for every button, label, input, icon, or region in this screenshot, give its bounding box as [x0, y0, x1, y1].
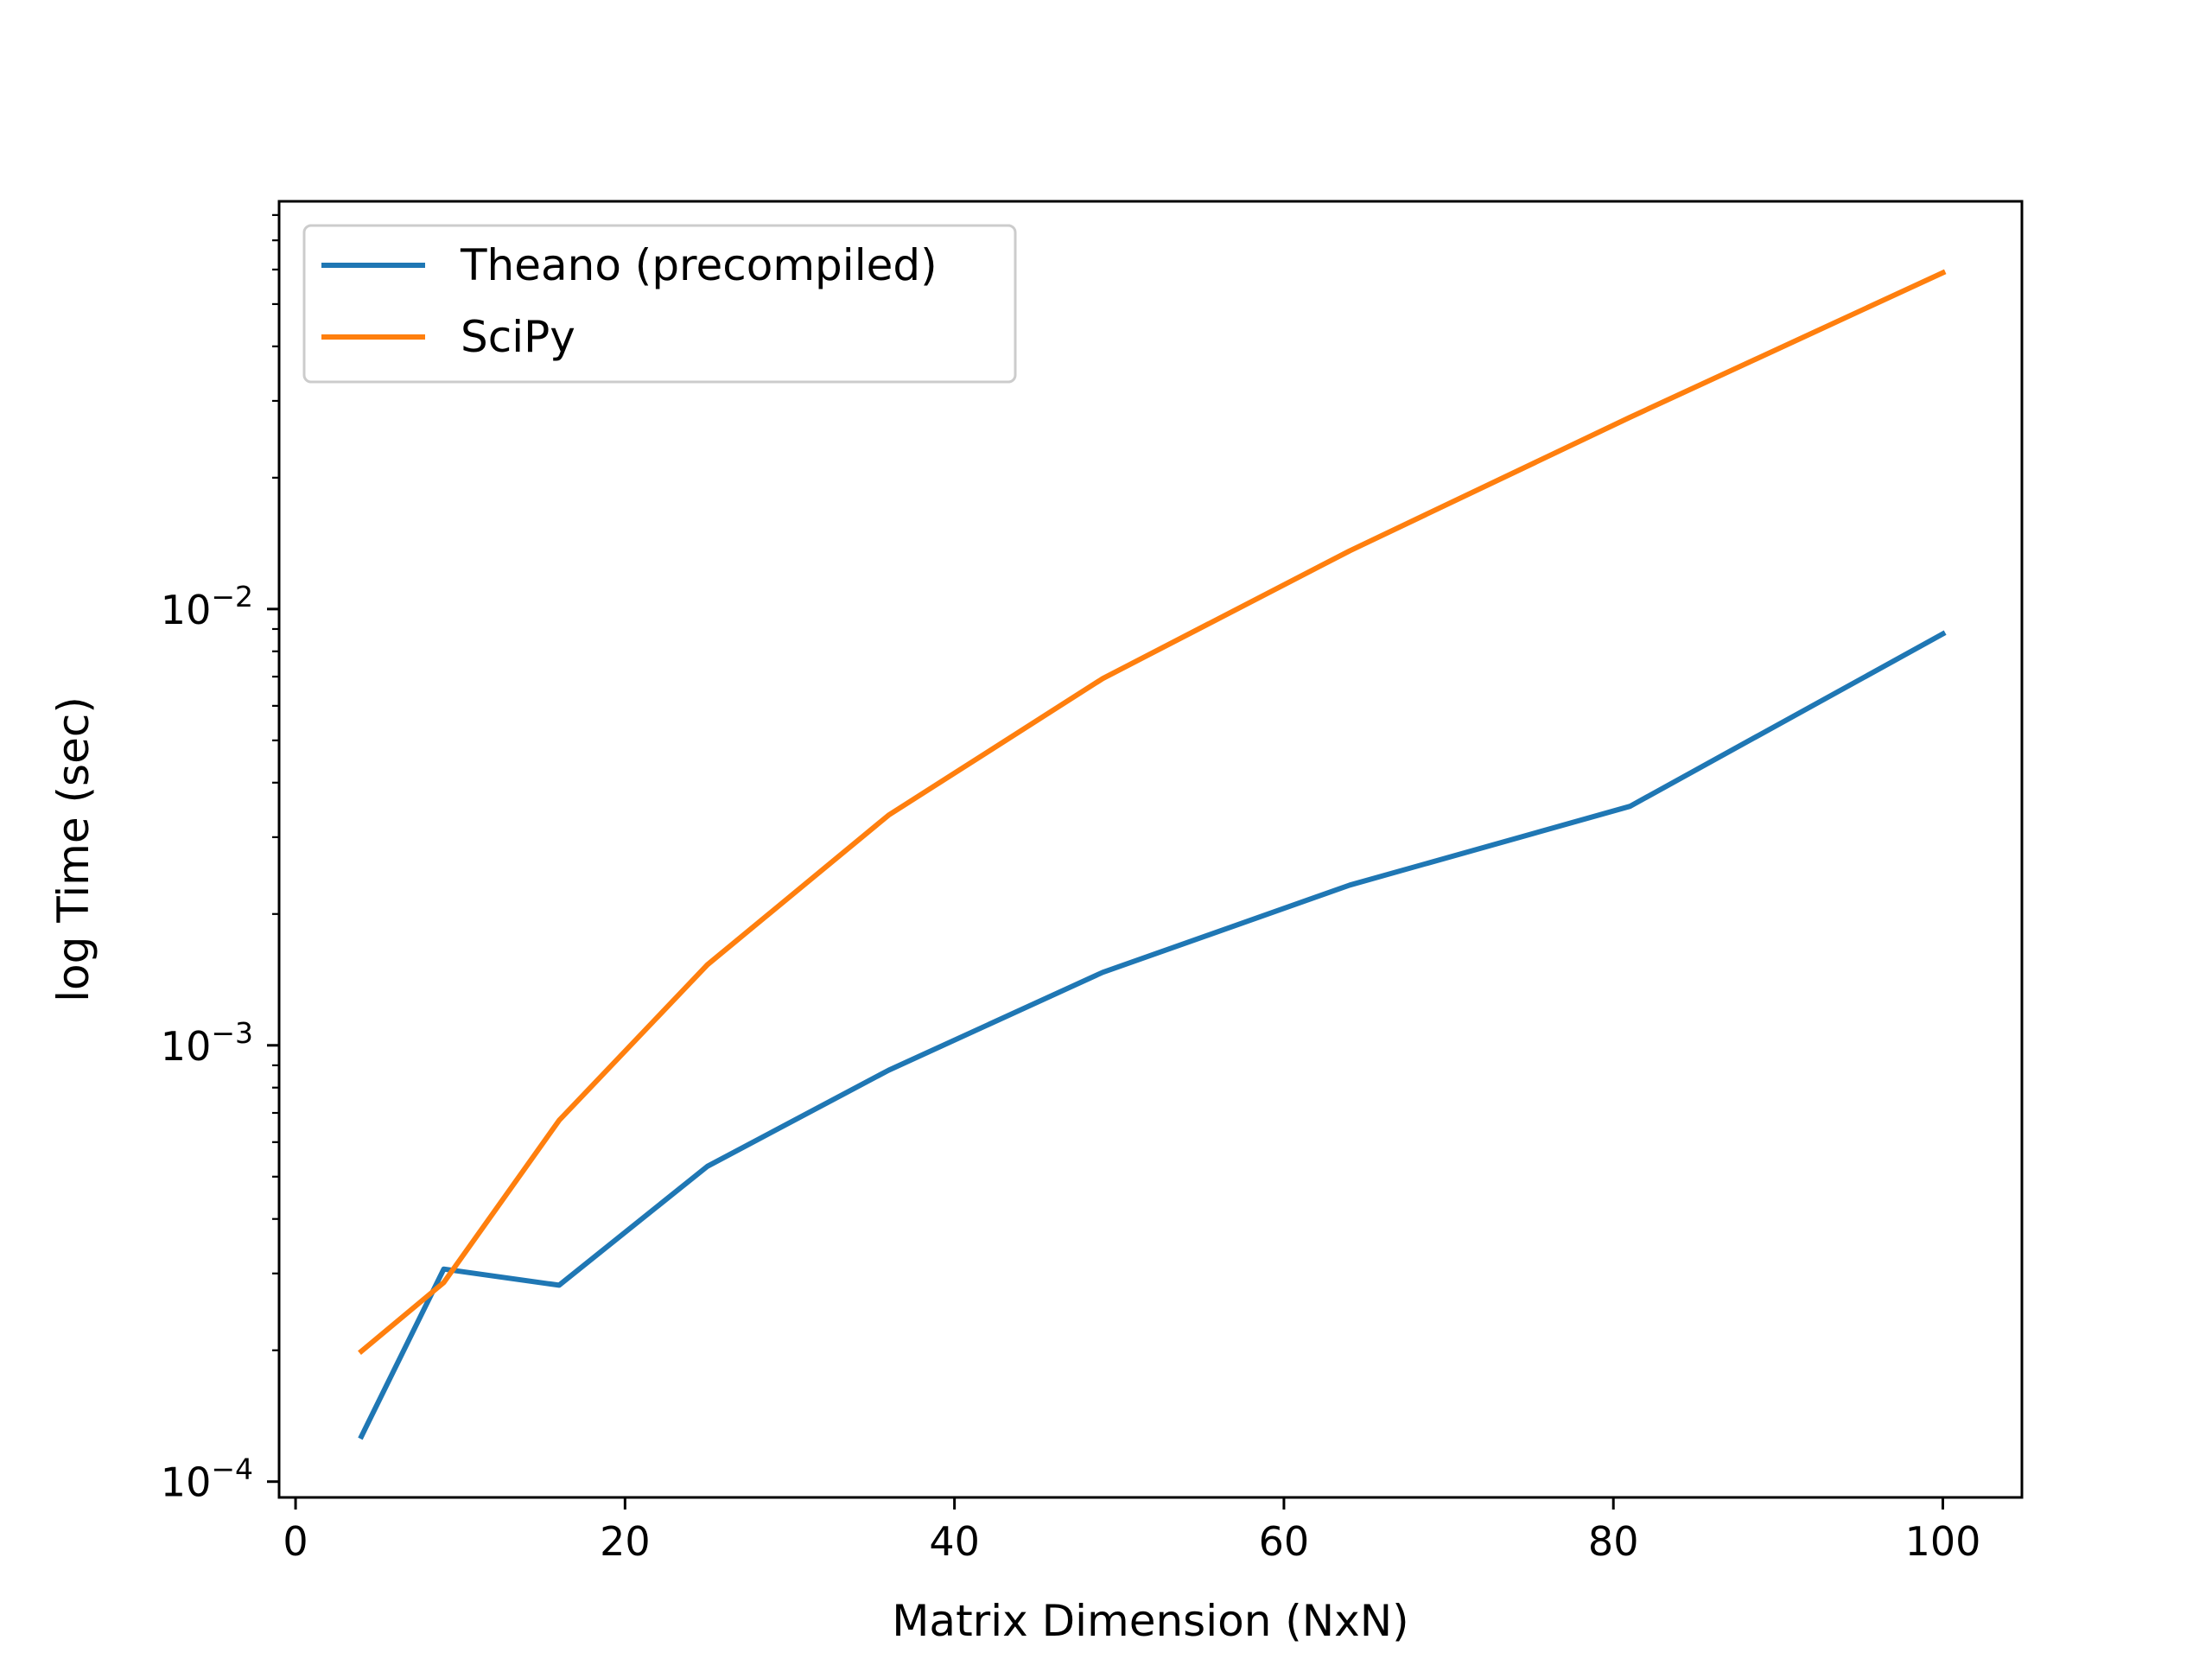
x-axis-label: Matrix Dimension (NxN)	[892, 1596, 1408, 1646]
x-tick-label: 0	[283, 1518, 308, 1565]
legend: Theano (precompiled) SciPy	[302, 224, 1017, 384]
x-tick-label: 20	[600, 1518, 651, 1565]
x-tick-label: 40	[929, 1518, 980, 1565]
legend-box	[302, 224, 1017, 384]
y-axis-label: log Time (sec)	[48, 696, 99, 1002]
y-axis: 10−4 10−3 10−2	[161, 213, 279, 1506]
x-tick-label: 100	[1905, 1518, 1981, 1565]
series-line-0	[358, 630, 1947, 1440]
x-tick-label: 80	[1588, 1518, 1639, 1565]
x-axis: 0 20 40 60 80 100	[283, 1497, 1980, 1565]
series-line-1	[358, 269, 1947, 1356]
legend-label: Theano (precompiled)	[460, 240, 938, 290]
plot-lines	[358, 269, 1947, 1440]
plot-area-frame	[277, 200, 2024, 1499]
x-tick-label: 60	[1259, 1518, 1310, 1565]
legend-label: SciPy	[461, 312, 575, 362]
y-tick-label: 10−2	[161, 580, 253, 633]
y-tick-label: 10−3	[161, 1016, 253, 1070]
y-tick-label: 10−4	[161, 1452, 253, 1506]
